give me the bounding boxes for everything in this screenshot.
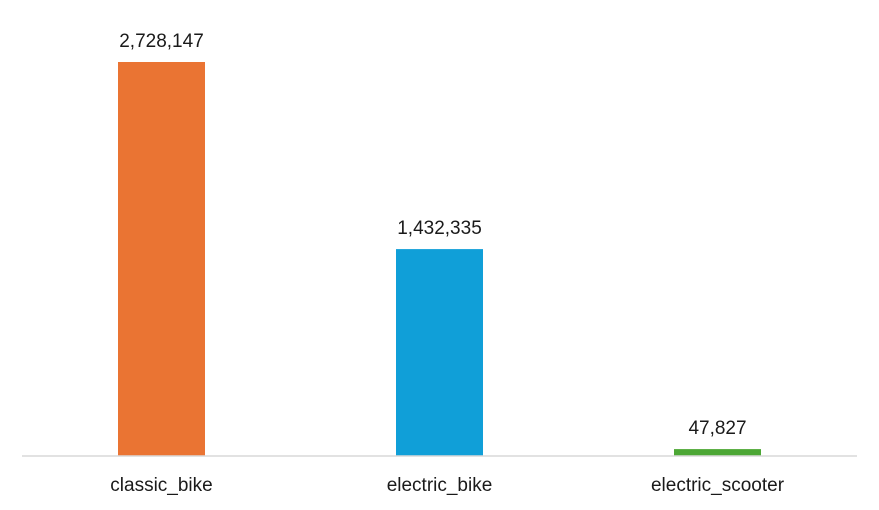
category-label-electric-scooter: electric_scooter bbox=[651, 475, 785, 496]
bar-electric-bike bbox=[396, 249, 483, 456]
bar-classic-bike bbox=[118, 62, 205, 456]
value-labels-layer: 2,728,147 1,432,335 47,827 bbox=[119, 31, 746, 439]
category-label-classic-bike: classic_bike bbox=[110, 475, 212, 496]
bars-layer bbox=[118, 62, 761, 456]
category-labels-layer: classic_bike electric_bike electric_scoote… bbox=[110, 475, 784, 496]
value-label-electric-bike: 1,432,335 bbox=[397, 218, 482, 239]
value-label-electric-scooter: 47,827 bbox=[688, 418, 746, 439]
value-label-classic-bike: 2,728,147 bbox=[119, 31, 204, 52]
category-label-electric-bike: electric_bike bbox=[387, 475, 493, 496]
bar-electric-scooter bbox=[674, 449, 761, 456]
